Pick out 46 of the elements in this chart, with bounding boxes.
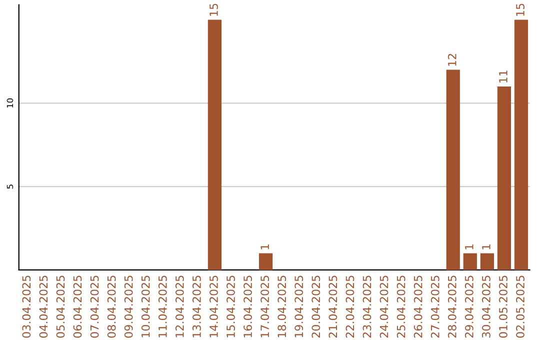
x-tick-label: 26.04.2025 bbox=[414, 276, 422, 338]
data-label: 15 bbox=[210, 4, 218, 16]
x-tick-label: 25.04.2025 bbox=[396, 276, 406, 338]
y-tick-label: 5 bbox=[6, 184, 14, 189]
bar bbox=[258, 253, 273, 270]
x-tick-label: 18.04.2025 bbox=[278, 276, 286, 338]
x-tick-label: 21.04.2025 bbox=[328, 276, 338, 338]
x-tick-label: 01.05.2025 bbox=[499, 276, 508, 338]
y-tick-label: 10 bbox=[6, 98, 14, 108]
bar bbox=[446, 70, 460, 270]
x-tick-label: 14.04.2025 bbox=[210, 276, 218, 338]
x-tick-label: 27.04.2025 bbox=[430, 276, 440, 338]
bar bbox=[208, 20, 222, 270]
x-tick-label: 16.04.2025 bbox=[244, 276, 252, 338]
data-label: 1 bbox=[482, 244, 490, 250]
x-tick-label: 06.04.2025 bbox=[73, 276, 82, 338]
x-tick-label: 23.04.2025 bbox=[362, 276, 372, 338]
x-tick-label: 11.04.2025 bbox=[158, 276, 167, 338]
data-label: 11 bbox=[499, 70, 508, 82]
x-tick-label: 10.04.2025 bbox=[141, 276, 150, 338]
x-tick-label: 22.04.2025 bbox=[346, 276, 354, 338]
x-tick-label: 12.04.2025 bbox=[175, 276, 184, 338]
data-label: 1 bbox=[465, 244, 474, 250]
x-tick-label: 19.04.2025 bbox=[294, 276, 304, 338]
bar bbox=[480, 253, 494, 270]
x-tick-label: 07.04.2025 bbox=[90, 276, 99, 338]
x-tick-label: 28.04.2025 bbox=[448, 276, 456, 338]
x-tick-label: 29.04.2025 bbox=[464, 276, 474, 338]
x-tick-label: 08.04.2025 bbox=[107, 276, 116, 338]
x-tick-label: 30.04.2025 bbox=[482, 276, 490, 338]
x-tick-label: 17.04.2025 bbox=[260, 276, 270, 338]
x-tick-label: 24.04.2025 bbox=[380, 276, 388, 338]
bar bbox=[463, 253, 477, 270]
bar bbox=[514, 20, 528, 270]
x-tick-label: 20.04.2025 bbox=[312, 276, 320, 338]
x-tick-label: 09.04.2025 bbox=[124, 276, 133, 338]
bar bbox=[497, 86, 512, 270]
x-tick-label: 05.04.2025 bbox=[56, 276, 65, 338]
x-tick-label: 13.04.2025 bbox=[192, 276, 201, 338]
data-label: 15 bbox=[516, 4, 524, 16]
x-tick-label: 02.05.2025 bbox=[516, 276, 524, 338]
x-tick-label: 03.04.2025 bbox=[22, 276, 31, 338]
data-label: 1 bbox=[260, 244, 269, 250]
data-label: 12 bbox=[448, 54, 456, 66]
x-tick-label: 04.04.2025 bbox=[39, 276, 48, 338]
x-tick-label: 15.04.2025 bbox=[226, 276, 235, 338]
